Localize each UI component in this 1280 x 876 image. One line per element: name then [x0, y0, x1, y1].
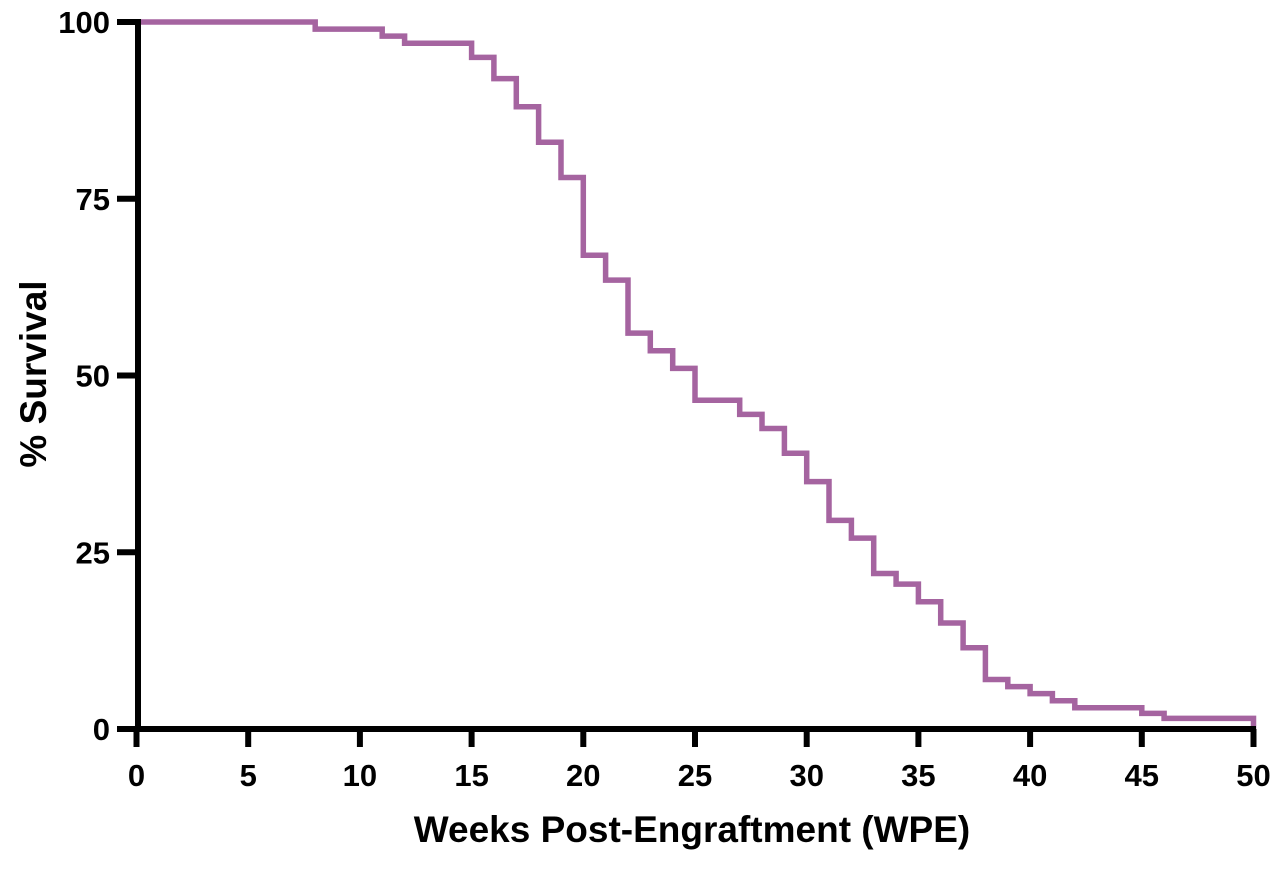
- y-tick-label: 0: [93, 712, 110, 747]
- y-axis-title: % Survival: [13, 280, 54, 467]
- x-tick-label: 35: [901, 758, 935, 793]
- x-tick-label: 15: [454, 758, 488, 793]
- x-tick-label: 25: [678, 758, 712, 793]
- x-tick-label: 30: [789, 758, 823, 793]
- x-axis-title: Weeks Post-Engraftment (WPE): [414, 809, 970, 850]
- x-tick-label: 40: [1013, 758, 1047, 793]
- x-tick-label: 5: [240, 758, 257, 793]
- y-tick-label: 25: [76, 535, 110, 570]
- y-tick-label: 100: [58, 5, 110, 40]
- survival-step-line: [136, 19, 1257, 729]
- x-tick-label: 0: [128, 758, 145, 793]
- x-tick-label: 45: [1125, 758, 1159, 793]
- axes: 0 25 50 75 100 0 5 10 15 20 25 30 35 40 45 50: [58, 5, 1270, 793]
- x-tick-label: 50: [1236, 758, 1270, 793]
- survival-curve: [136, 19, 1257, 729]
- y-tick-label: 50: [76, 359, 110, 394]
- x-tick-label: 10: [343, 758, 377, 793]
- x-tick-label: 20: [566, 758, 600, 793]
- y-tick-label: 75: [76, 182, 110, 217]
